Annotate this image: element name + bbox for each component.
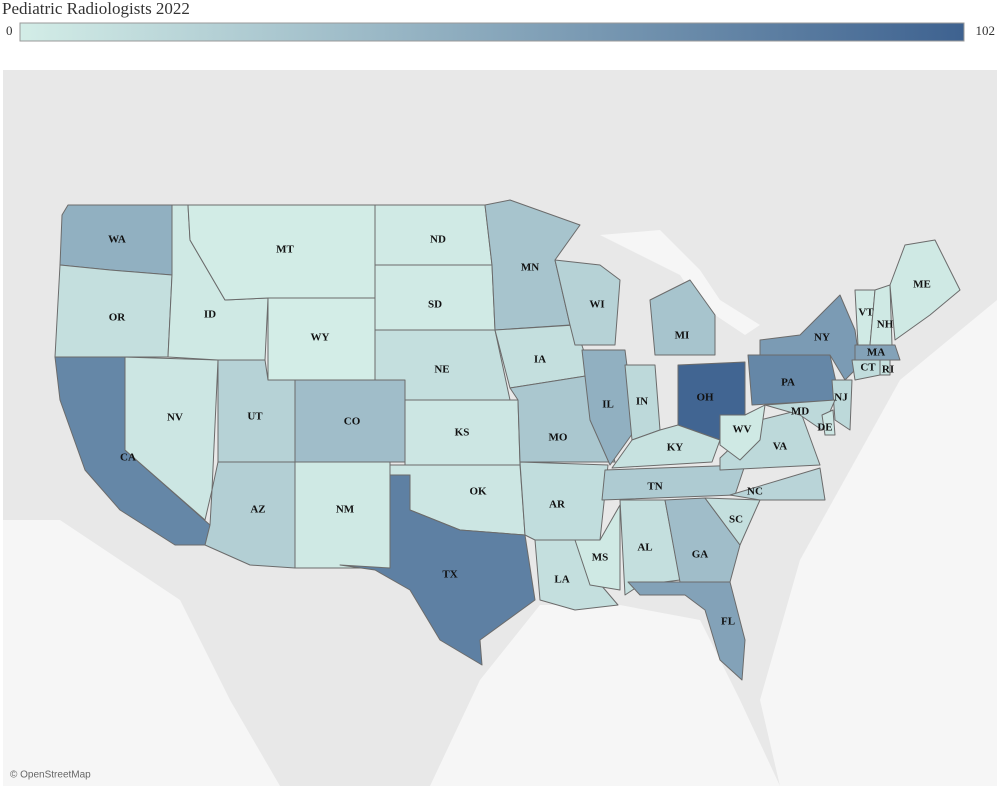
state-label: IL <box>602 399 614 411</box>
legend-max: 102 <box>976 23 996 38</box>
state-shape <box>581 349 636 466</box>
map-title: Pediatric Radiologists 2022 <box>2 0 190 18</box>
state-shape <box>649 279 716 356</box>
legend-min: 0 <box>6 23 13 38</box>
state-label: OR <box>109 312 127 324</box>
state-shape <box>627 581 746 681</box>
state-label: NJ <box>834 392 848 404</box>
state-label: MN <box>521 262 539 274</box>
state-label: ND <box>430 234 446 246</box>
state-label: AZ <box>250 504 265 516</box>
atlantic-ocean <box>760 300 997 786</box>
state-shape <box>339 474 536 666</box>
state-label: MS <box>592 552 609 564</box>
state-shape <box>729 467 826 501</box>
state-label: NY <box>814 332 830 344</box>
state-label: KS <box>455 427 470 439</box>
legend-gradient <box>19 22 965 42</box>
state-label: OH <box>696 392 714 404</box>
state-label: MO <box>549 432 568 444</box>
state-shape <box>664 497 741 583</box>
state-label: WA <box>108 234 126 246</box>
state-label: DE <box>817 422 832 434</box>
state-shape <box>764 399 836 431</box>
state-label: NM <box>336 504 355 516</box>
state-label: LA <box>554 574 569 586</box>
state-label: TX <box>442 569 457 581</box>
state-label: SD <box>428 299 442 311</box>
state-label: OK <box>469 486 487 498</box>
state-shape <box>374 264 496 331</box>
state-label: CA <box>120 452 136 464</box>
state-label: TN <box>647 481 662 493</box>
state-label: NE <box>434 364 449 376</box>
state-label: MT <box>276 244 294 256</box>
state-shape <box>704 497 761 546</box>
state-shape <box>719 404 766 461</box>
attribution: © OpenStreetMap <box>10 770 91 781</box>
state-label: MA <box>867 347 885 359</box>
state-label: AR <box>549 499 566 511</box>
state-label: RI <box>882 364 894 376</box>
state-label: AL <box>637 542 652 554</box>
state-label: WV <box>733 424 752 436</box>
state-label: MD <box>791 406 809 418</box>
state-label: NH <box>877 319 894 331</box>
pacific-ocean <box>3 520 280 786</box>
state-label: UT <box>247 411 263 423</box>
state-shape <box>574 504 621 591</box>
state-label: WI <box>589 299 604 311</box>
states-layer: WA OR CA NV ID MT WY UT CO AZ NM ND SD NE KS OK TX MN IA MO… <box>54 199 961 681</box>
state-label: VT <box>858 307 874 319</box>
state-label: CT <box>860 362 876 374</box>
state-label: IA <box>534 354 546 366</box>
gulf-of-mexico <box>430 605 780 786</box>
state-label: MI <box>675 330 690 342</box>
state-shape <box>831 379 853 431</box>
state-label: KY <box>667 442 684 454</box>
state-label: VA <box>773 441 788 453</box>
state-label: ME <box>913 279 931 291</box>
state-label: NV <box>167 412 183 424</box>
state-label: CO <box>344 416 361 428</box>
state-label: IN <box>636 396 648 408</box>
state-label: ID <box>204 309 216 321</box>
state-shape <box>869 284 893 346</box>
state-shape <box>554 259 621 346</box>
state-shape <box>889 239 961 341</box>
state-label: SC <box>729 514 743 526</box>
state-shape <box>821 409 836 436</box>
state-label: FL <box>721 616 735 628</box>
state-label: WY <box>311 332 330 344</box>
state-label: GA <box>692 549 709 561</box>
state-label: PA <box>781 377 795 389</box>
great-lakes <box>600 230 760 335</box>
state-label: NC <box>747 486 763 498</box>
